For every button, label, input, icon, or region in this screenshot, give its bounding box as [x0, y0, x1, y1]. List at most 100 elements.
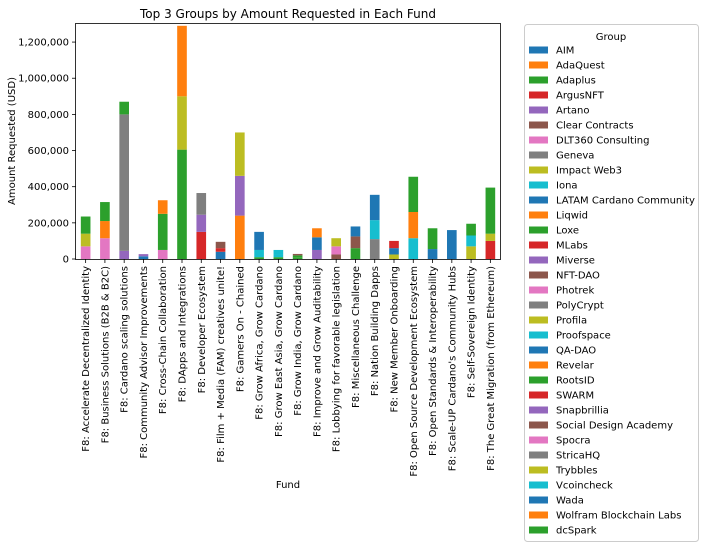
bar-segment — [389, 248, 399, 255]
bar-segment — [485, 187, 496, 234]
legend-title: Group — [596, 32, 626, 43]
x-tick-label: F8: Self-Sovereign Identity — [467, 266, 478, 398]
x-tick-label: F8: Open Source Development Ecosystem — [409, 266, 420, 477]
legend-entry-label: Social Design Academy — [556, 421, 673, 432]
legend-swatch — [529, 481, 548, 489]
legend-entry-label: Wolfram Blockchain Labs — [556, 511, 681, 522]
x-tick-label: F8: Developer Ecosystem — [197, 266, 208, 393]
legend-swatch — [529, 196, 548, 204]
legend-entry-label: PolyCrypt — [556, 301, 604, 312]
legend-swatch — [529, 406, 548, 414]
legend-entry-label: Loxe — [556, 226, 579, 237]
bar-segment — [254, 231, 264, 250]
legend-entry-label: Trybbles — [555, 466, 598, 477]
legend-swatch — [529, 46, 548, 54]
legend-swatch — [529, 421, 548, 429]
legend-entry-label: Proofspace — [556, 331, 611, 342]
legend-swatch — [529, 316, 548, 324]
bar-segment — [100, 238, 110, 259]
legend-entry-label: Snapbrillia — [556, 406, 609, 417]
x-tick-label: F8: Lobbying for favorable legislation — [332, 266, 343, 452]
y-tick-label: 0 — [63, 255, 69, 266]
bar-segment — [138, 254, 149, 257]
legend-swatch — [529, 166, 548, 174]
bar-segment — [119, 250, 129, 259]
bar-segment — [312, 249, 322, 259]
bar-segment — [273, 249, 284, 255]
bar-segment — [408, 212, 419, 239]
y-tick-label: 400,000 — [28, 182, 69, 193]
legend-entry-label: Vcoincheck — [556, 481, 613, 492]
bar-segment — [485, 240, 496, 259]
legend-entry-label: AIM — [556, 46, 574, 57]
bar-segment — [485, 233, 496, 241]
x-axis-label: Fund — [276, 480, 300, 491]
legend-entry-label: Photrek — [556, 286, 594, 297]
x-tick-label: F8: Nation Building Dapps — [370, 266, 381, 396]
legend-entry-label: Revelar — [556, 361, 595, 372]
legend-entry-label: Geneva — [556, 151, 594, 162]
bar-segment — [389, 254, 399, 259]
bar-segment — [350, 236, 361, 249]
chart-title: Top 3 Groups by Amount Requested in Each… — [139, 7, 436, 21]
bar-segment — [196, 231, 207, 259]
bar-segment — [350, 248, 361, 259]
x-tick-label: F8: New Member Onboarding — [390, 266, 401, 413]
bar-segment — [196, 193, 207, 215]
bar-segment — [177, 96, 187, 150]
legend-swatch — [529, 466, 548, 474]
bar-segment — [408, 176, 419, 212]
legend-swatch — [529, 211, 548, 219]
x-tick-label: F8: Grow Africa, Grow Cardano — [255, 266, 266, 420]
bar-segment — [273, 254, 284, 258]
bar-segment — [138, 256, 149, 259]
legend-swatch — [529, 526, 548, 534]
legend-entry-label: Miverse — [556, 256, 595, 267]
bar-segment — [215, 251, 226, 259]
legend-swatch — [529, 226, 548, 234]
x-tick-label: F8: The Great Migration (from Ethereum) — [486, 266, 497, 471]
y-axis-label: Amount Requested (USD) — [7, 77, 18, 205]
y-tick-label: 600,000 — [28, 146, 69, 157]
legend-entry-label: ArgusNFT — [556, 91, 605, 102]
legend-swatch — [529, 451, 548, 459]
legend: Group AIM AdaQuest Adaplus ArgusNFT Artano Cl… — [524, 24, 699, 542]
bar-segment — [215, 248, 226, 252]
bar-segment — [157, 200, 168, 214]
legend-frame — [524, 24, 699, 542]
legend-swatch — [529, 436, 548, 444]
bar-segment — [369, 239, 380, 259]
bar-segment — [254, 257, 264, 259]
legend-swatch — [529, 91, 548, 99]
y-tick-label: 1,000,000 — [18, 74, 69, 85]
bar-segment — [157, 249, 168, 259]
legend-entry-label: dcSpark — [556, 526, 597, 537]
legend-entry-label: Adaplus — [556, 76, 596, 87]
legend-swatch — [529, 121, 548, 129]
bar-segment — [331, 246, 341, 255]
x-tick-label: F8: Grow East Asia, Grow Cardano — [274, 266, 285, 437]
legend-entry-label: Iona — [556, 181, 578, 192]
legend-swatch — [529, 136, 548, 144]
legend-swatch — [529, 286, 548, 294]
bar-segment — [100, 221, 110, 239]
x-tick-label: F8: Improve and Grow Auditability — [312, 266, 323, 437]
x-tick-label: F8: Gamers On - Chained — [235, 266, 246, 392]
x-tick-label: F8: Film + Media (FAM) creatives unite! — [216, 266, 227, 463]
legend-swatch — [529, 241, 548, 249]
x-tick-label: F8: DApps and Integrations — [178, 266, 189, 402]
legend-swatch — [529, 151, 548, 159]
bar-segment — [312, 228, 322, 238]
bar-segment — [312, 237, 322, 250]
y-tick-label: 1,200,000 — [18, 38, 69, 49]
legend-entry-label: Artano — [556, 106, 589, 117]
legend-entry-label: Profila — [556, 316, 587, 327]
bar-segment — [331, 254, 341, 259]
bar-segment — [196, 214, 207, 232]
legend-swatch — [529, 511, 548, 519]
bar-segment — [389, 240, 399, 249]
legend-swatch — [529, 256, 548, 264]
x-tick-label: F8: Grow India, Grow Cardano — [293, 266, 304, 416]
legend-entry-label: Spocra — [556, 436, 591, 447]
x-tick-label: F8: Open Standards & Interoperability — [428, 266, 439, 456]
